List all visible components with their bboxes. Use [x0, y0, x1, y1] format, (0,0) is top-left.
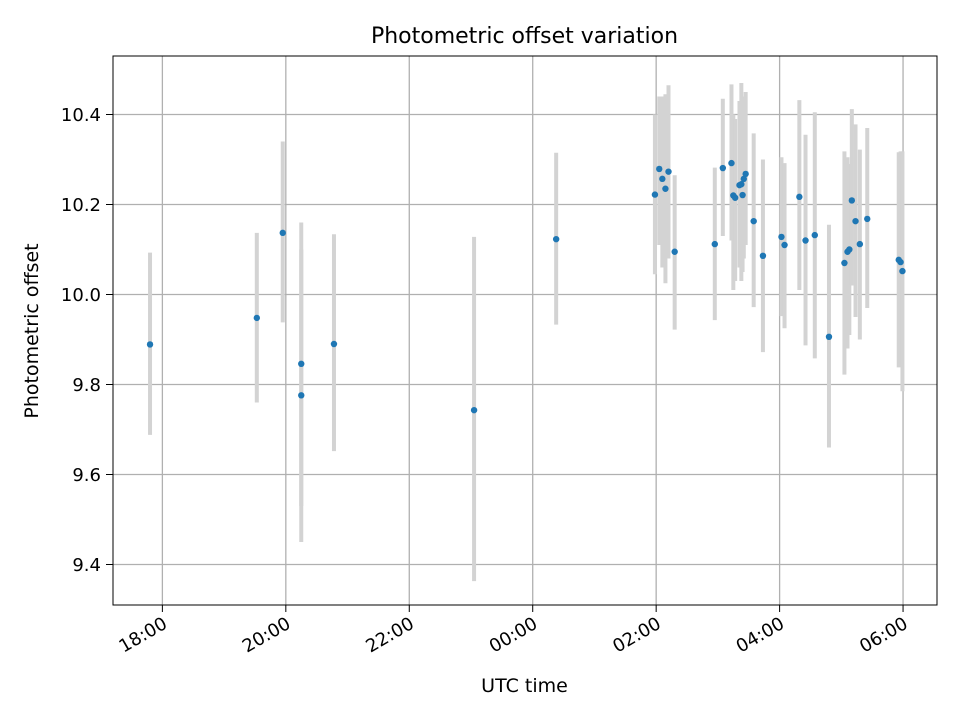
- data-point: [802, 237, 809, 244]
- data-point: [146, 341, 154, 348]
- data-point: [899, 267, 906, 275]
- data-point: [552, 235, 560, 243]
- data-point: [671, 248, 678, 255]
- data-point: [759, 252, 767, 259]
- data-point: [750, 217, 757, 225]
- x-axis-label: UTC time: [481, 675, 568, 697]
- data-point: [253, 314, 261, 322]
- data-point: [470, 406, 478, 414]
- data-point: [897, 258, 904, 266]
- y-tick-label: 9.8: [72, 375, 101, 396]
- data-point: [330, 340, 338, 348]
- data-point: [651, 191, 659, 198]
- data-point: [298, 360, 305, 367]
- data-point: [825, 333, 833, 340]
- data-point: [279, 229, 286, 237]
- data-points: [146, 159, 906, 414]
- data-point: [864, 215, 871, 223]
- data-point: [852, 217, 859, 225]
- data-point: [848, 197, 856, 204]
- data-point: [740, 175, 748, 183]
- data-point: [742, 170, 749, 178]
- data-point: [739, 191, 746, 199]
- data-point: [856, 240, 864, 248]
- data-point: [662, 185, 669, 192]
- y-tick-label: 10.0: [61, 285, 101, 306]
- data-point: [841, 259, 848, 267]
- data-point: [846, 246, 853, 253]
- chart-title: Photometric offset variation: [371, 24, 678, 49]
- y-tick-label: 9.6: [72, 465, 101, 486]
- data-point: [728, 159, 735, 167]
- data-point: [659, 175, 666, 183]
- y-axis-label: Photometric offset: [21, 243, 43, 418]
- y-tick-label: 10.2: [61, 195, 101, 216]
- data-point: [778, 233, 785, 241]
- data-point: [719, 164, 727, 172]
- plot-frame: [112, 55, 938, 606]
- data-point: [781, 241, 788, 249]
- data-point: [738, 181, 745, 188]
- data-point: [796, 193, 803, 201]
- data-point: [665, 168, 672, 175]
- data-point: [731, 194, 739, 201]
- data-point: [656, 165, 663, 173]
- y-tick-label: 9.4: [72, 555, 101, 576]
- data-point: [298, 392, 305, 399]
- y-tick-label: 10.4: [61, 105, 101, 126]
- y-axis-ticks: 9.4 9.6 9.8 10.0 10.2 10.4: [61, 105, 113, 576]
- data-point: [811, 231, 818, 239]
- data-point: [711, 240, 718, 248]
